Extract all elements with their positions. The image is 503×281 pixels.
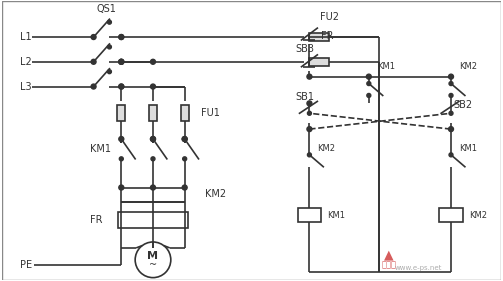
Circle shape — [135, 242, 171, 278]
Circle shape — [119, 59, 124, 64]
Text: PE: PE — [20, 260, 32, 270]
Text: M: M — [147, 251, 158, 261]
Circle shape — [449, 127, 454, 132]
Circle shape — [307, 111, 311, 115]
Circle shape — [119, 59, 124, 64]
Circle shape — [449, 81, 453, 85]
Circle shape — [449, 94, 453, 98]
Text: FU1: FU1 — [201, 108, 219, 118]
Circle shape — [108, 45, 111, 49]
Text: 安防网: 安防网 — [381, 260, 396, 269]
Circle shape — [91, 35, 96, 40]
Circle shape — [307, 127, 312, 132]
Text: www.e-ps.net: www.e-ps.net — [395, 265, 442, 271]
Circle shape — [119, 137, 124, 142]
Circle shape — [119, 157, 123, 161]
Text: L2: L2 — [20, 57, 32, 67]
Circle shape — [91, 59, 96, 64]
Text: ▲: ▲ — [384, 248, 393, 261]
Circle shape — [150, 59, 155, 64]
Bar — [439, 208, 463, 222]
Circle shape — [150, 185, 155, 190]
Text: FR: FR — [90, 215, 102, 225]
Circle shape — [366, 74, 371, 79]
Circle shape — [449, 74, 454, 79]
Circle shape — [367, 81, 371, 85]
Text: L3: L3 — [20, 81, 32, 92]
Circle shape — [119, 35, 124, 40]
Text: KM1: KM1 — [459, 144, 477, 153]
Text: ~: ~ — [149, 260, 157, 270]
Circle shape — [91, 84, 96, 89]
Circle shape — [119, 59, 124, 64]
Text: FR: FR — [321, 31, 334, 41]
Circle shape — [182, 185, 187, 190]
Text: SB1: SB1 — [295, 92, 314, 103]
Text: KM1: KM1 — [377, 62, 395, 71]
Bar — [181, 105, 189, 121]
Bar — [149, 105, 157, 121]
Bar — [309, 33, 329, 41]
Text: KM2: KM2 — [205, 189, 226, 200]
Bar — [298, 208, 321, 222]
Circle shape — [449, 153, 453, 157]
Circle shape — [182, 137, 187, 142]
Text: L1: L1 — [20, 32, 32, 42]
Text: KM1: KM1 — [90, 144, 111, 154]
Text: FU2: FU2 — [320, 12, 339, 22]
Circle shape — [307, 153, 311, 157]
Text: KM1: KM1 — [327, 211, 345, 220]
Circle shape — [307, 101, 312, 106]
Text: KM2: KM2 — [317, 144, 336, 153]
Bar — [309, 58, 329, 66]
Text: KM2: KM2 — [459, 62, 477, 71]
Text: QS1: QS1 — [97, 4, 116, 14]
Circle shape — [367, 94, 371, 98]
Circle shape — [307, 74, 312, 79]
Bar — [118, 212, 188, 228]
Circle shape — [150, 137, 155, 142]
Text: SB3: SB3 — [295, 44, 314, 54]
Circle shape — [449, 111, 453, 115]
Circle shape — [151, 157, 155, 161]
Circle shape — [183, 157, 187, 161]
Circle shape — [119, 185, 124, 190]
Circle shape — [119, 84, 124, 89]
Circle shape — [108, 20, 111, 24]
Text: SB2: SB2 — [453, 100, 472, 110]
Circle shape — [150, 84, 155, 89]
Circle shape — [182, 137, 187, 142]
Circle shape — [108, 70, 111, 74]
Circle shape — [119, 35, 124, 40]
Bar — [117, 105, 125, 121]
Text: KM2: KM2 — [469, 211, 487, 220]
Circle shape — [119, 84, 124, 89]
Circle shape — [150, 137, 155, 142]
